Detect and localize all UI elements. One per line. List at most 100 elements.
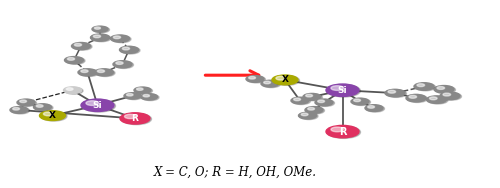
Circle shape xyxy=(316,100,334,106)
Circle shape xyxy=(120,113,150,124)
Circle shape xyxy=(318,100,324,103)
Circle shape xyxy=(261,80,279,87)
Circle shape xyxy=(142,94,159,101)
Circle shape xyxy=(140,94,158,100)
Circle shape xyxy=(35,104,53,111)
Circle shape xyxy=(328,85,360,97)
Text: R: R xyxy=(132,114,138,123)
Circle shape xyxy=(409,95,416,98)
Circle shape xyxy=(136,88,143,90)
Circle shape xyxy=(78,69,97,76)
Circle shape xyxy=(365,105,383,111)
Circle shape xyxy=(122,47,130,50)
Circle shape xyxy=(12,107,30,114)
Circle shape xyxy=(113,61,132,68)
Circle shape xyxy=(292,98,310,105)
Circle shape xyxy=(36,105,43,107)
Text: X = C, O; R = H, OH, OMe.: X = C, O; R = H, OH, OMe. xyxy=(154,166,316,179)
Circle shape xyxy=(124,114,136,119)
Circle shape xyxy=(300,113,318,120)
Circle shape xyxy=(134,87,151,93)
Circle shape xyxy=(443,93,450,96)
Circle shape xyxy=(114,36,120,39)
Circle shape xyxy=(436,86,456,94)
Circle shape xyxy=(328,126,360,138)
Circle shape xyxy=(437,86,444,89)
Circle shape xyxy=(366,105,384,112)
Circle shape xyxy=(385,89,405,97)
Circle shape xyxy=(12,108,20,110)
Circle shape xyxy=(116,62,123,64)
Circle shape xyxy=(426,96,446,103)
Circle shape xyxy=(34,104,52,111)
Circle shape xyxy=(272,75,298,85)
Circle shape xyxy=(72,42,90,50)
Text: X: X xyxy=(282,75,288,84)
Circle shape xyxy=(136,88,152,94)
Circle shape xyxy=(73,43,92,50)
Circle shape xyxy=(303,93,321,100)
Circle shape xyxy=(143,95,150,97)
Circle shape xyxy=(416,83,436,91)
Circle shape xyxy=(94,35,100,38)
Circle shape xyxy=(66,88,73,90)
Circle shape xyxy=(440,92,460,100)
Circle shape xyxy=(264,81,270,84)
Text: R: R xyxy=(339,127,346,137)
Text: Si: Si xyxy=(92,101,102,110)
Circle shape xyxy=(304,94,322,101)
Circle shape xyxy=(434,86,454,93)
Circle shape xyxy=(126,94,133,96)
Circle shape xyxy=(291,97,309,104)
Circle shape xyxy=(326,125,359,138)
Circle shape xyxy=(96,69,115,77)
Circle shape xyxy=(417,84,424,87)
Circle shape xyxy=(92,26,108,32)
Circle shape xyxy=(301,113,308,116)
Circle shape xyxy=(18,100,36,106)
Circle shape xyxy=(64,57,84,64)
Circle shape xyxy=(110,35,130,42)
Circle shape xyxy=(331,86,344,90)
Circle shape xyxy=(81,70,88,73)
Circle shape xyxy=(315,99,333,106)
Circle shape xyxy=(10,107,28,113)
Circle shape xyxy=(246,76,264,82)
Circle shape xyxy=(80,69,98,77)
Circle shape xyxy=(326,84,359,96)
Circle shape xyxy=(274,76,299,85)
Circle shape xyxy=(66,57,85,64)
Circle shape xyxy=(20,100,26,103)
Circle shape xyxy=(41,111,67,121)
Circle shape xyxy=(248,77,256,79)
Circle shape xyxy=(112,36,131,43)
Circle shape xyxy=(94,27,110,33)
Circle shape xyxy=(81,99,114,111)
Circle shape xyxy=(82,100,116,112)
Circle shape xyxy=(17,99,35,106)
Circle shape xyxy=(65,87,83,94)
Circle shape xyxy=(248,76,266,83)
Circle shape xyxy=(98,70,104,73)
Circle shape xyxy=(120,46,139,53)
Circle shape xyxy=(386,90,406,97)
Circle shape xyxy=(368,106,374,108)
Circle shape xyxy=(44,112,54,116)
Circle shape xyxy=(40,111,66,121)
Circle shape xyxy=(442,93,462,100)
Circle shape xyxy=(126,93,142,100)
Circle shape xyxy=(90,34,110,41)
Circle shape xyxy=(68,58,74,60)
Circle shape xyxy=(294,98,300,101)
Circle shape xyxy=(122,113,152,125)
Circle shape xyxy=(94,27,100,29)
Circle shape xyxy=(74,43,82,46)
Circle shape xyxy=(94,69,114,76)
Circle shape xyxy=(352,99,370,105)
Circle shape xyxy=(406,94,426,102)
Circle shape xyxy=(114,61,134,68)
Circle shape xyxy=(351,98,369,105)
Text: X: X xyxy=(49,111,56,120)
Circle shape xyxy=(331,127,344,132)
Circle shape xyxy=(308,108,314,110)
